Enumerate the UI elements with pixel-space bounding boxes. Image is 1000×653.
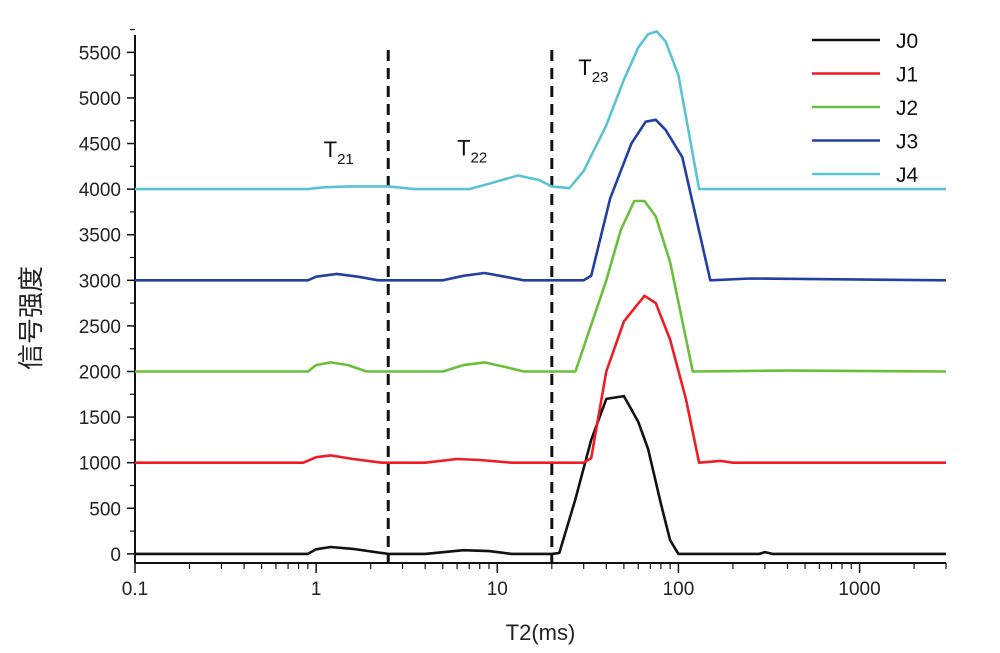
series-line-j2 <box>135 199 947 373</box>
y-tick-label: 5000 <box>79 89 121 110</box>
legend-label-j1: J1 <box>896 64 918 87</box>
y-tick-label: 4000 <box>79 180 121 201</box>
series-line-j3 <box>135 118 947 282</box>
series-line-j1 <box>135 294 946 464</box>
region-label: T21 <box>324 137 354 168</box>
y-tick-label: 1000 <box>79 454 121 475</box>
y-tick-label: 2000 <box>79 363 121 384</box>
legend-label-j4: J4 <box>896 164 919 187</box>
x-tick-label: 1 <box>311 579 322 600</box>
x-axis-label: T2(ms) <box>506 620 576 645</box>
series-line-j0 <box>135 394 946 556</box>
region-label: T23 <box>578 55 608 86</box>
region-label: T22 <box>457 135 487 166</box>
y-tick-label: 500 <box>89 499 121 520</box>
series-line-j4 <box>135 30 946 191</box>
x-tick-label: 1000 <box>838 579 880 600</box>
y-axis-label: 信号强度 <box>16 266 46 370</box>
legend-label-j3: J3 <box>896 131 918 154</box>
y-tick-label: 2500 <box>79 317 121 338</box>
y-tick-label: 4500 <box>79 135 121 156</box>
y-tick-label: 3500 <box>79 226 121 247</box>
x-tick-label: 100 <box>663 579 695 600</box>
y-tick-label: 5500 <box>79 43 121 64</box>
y-tick-label: 1500 <box>79 408 121 429</box>
y-tick-label: 0 <box>110 545 121 566</box>
x-tick-label: 10 <box>487 579 508 600</box>
y-tick-label: 3000 <box>79 271 121 292</box>
legend-label-j0: J0 <box>896 30 918 53</box>
legend-label-j2: J2 <box>896 97 918 120</box>
x-tick-label: 0.1 <box>122 579 148 600</box>
